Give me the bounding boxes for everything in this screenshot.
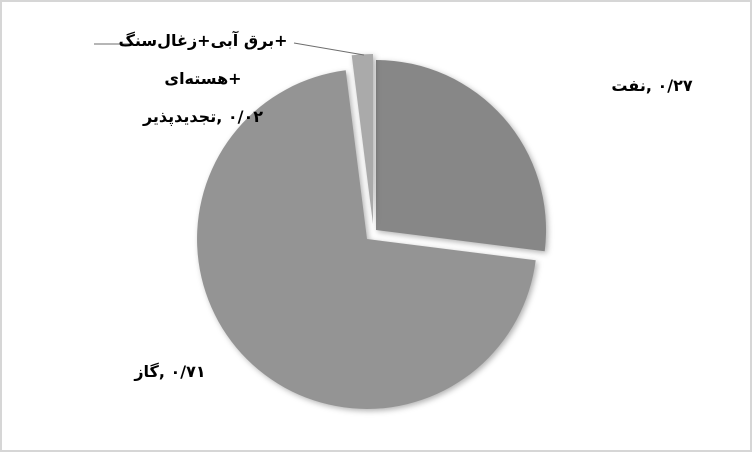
data-label-combo-line3: تجدیدپذیر,‎ ۰/۰۲ — [142, 107, 264, 126]
data-label-oil[interactable]: نفت,‎ ۰/۲۷ — [611, 76, 693, 95]
pie-slice-coal-hydro-nuclear-renewable[interactable] — [351, 53, 373, 224]
pie-slice-oil[interactable] — [376, 59, 547, 252]
data-label-combo-line2: هسته‌ای‎+ — [164, 69, 242, 88]
leader-line — [293, 42, 365, 56]
data-label-combo[interactable]: زغال‌سنگ‎+‎برق آبی‎+ هسته‌ای‎+ تجدیدپذیر… — [110, 22, 296, 136]
pie-slice-gas[interactable] — [197, 70, 536, 409]
data-label-gas[interactable]: گاز,‎ ۰/۷۱ — [134, 362, 206, 381]
data-label-combo-line1: زغال‌سنگ‎+‎برق آبی‎+ — [118, 31, 288, 50]
